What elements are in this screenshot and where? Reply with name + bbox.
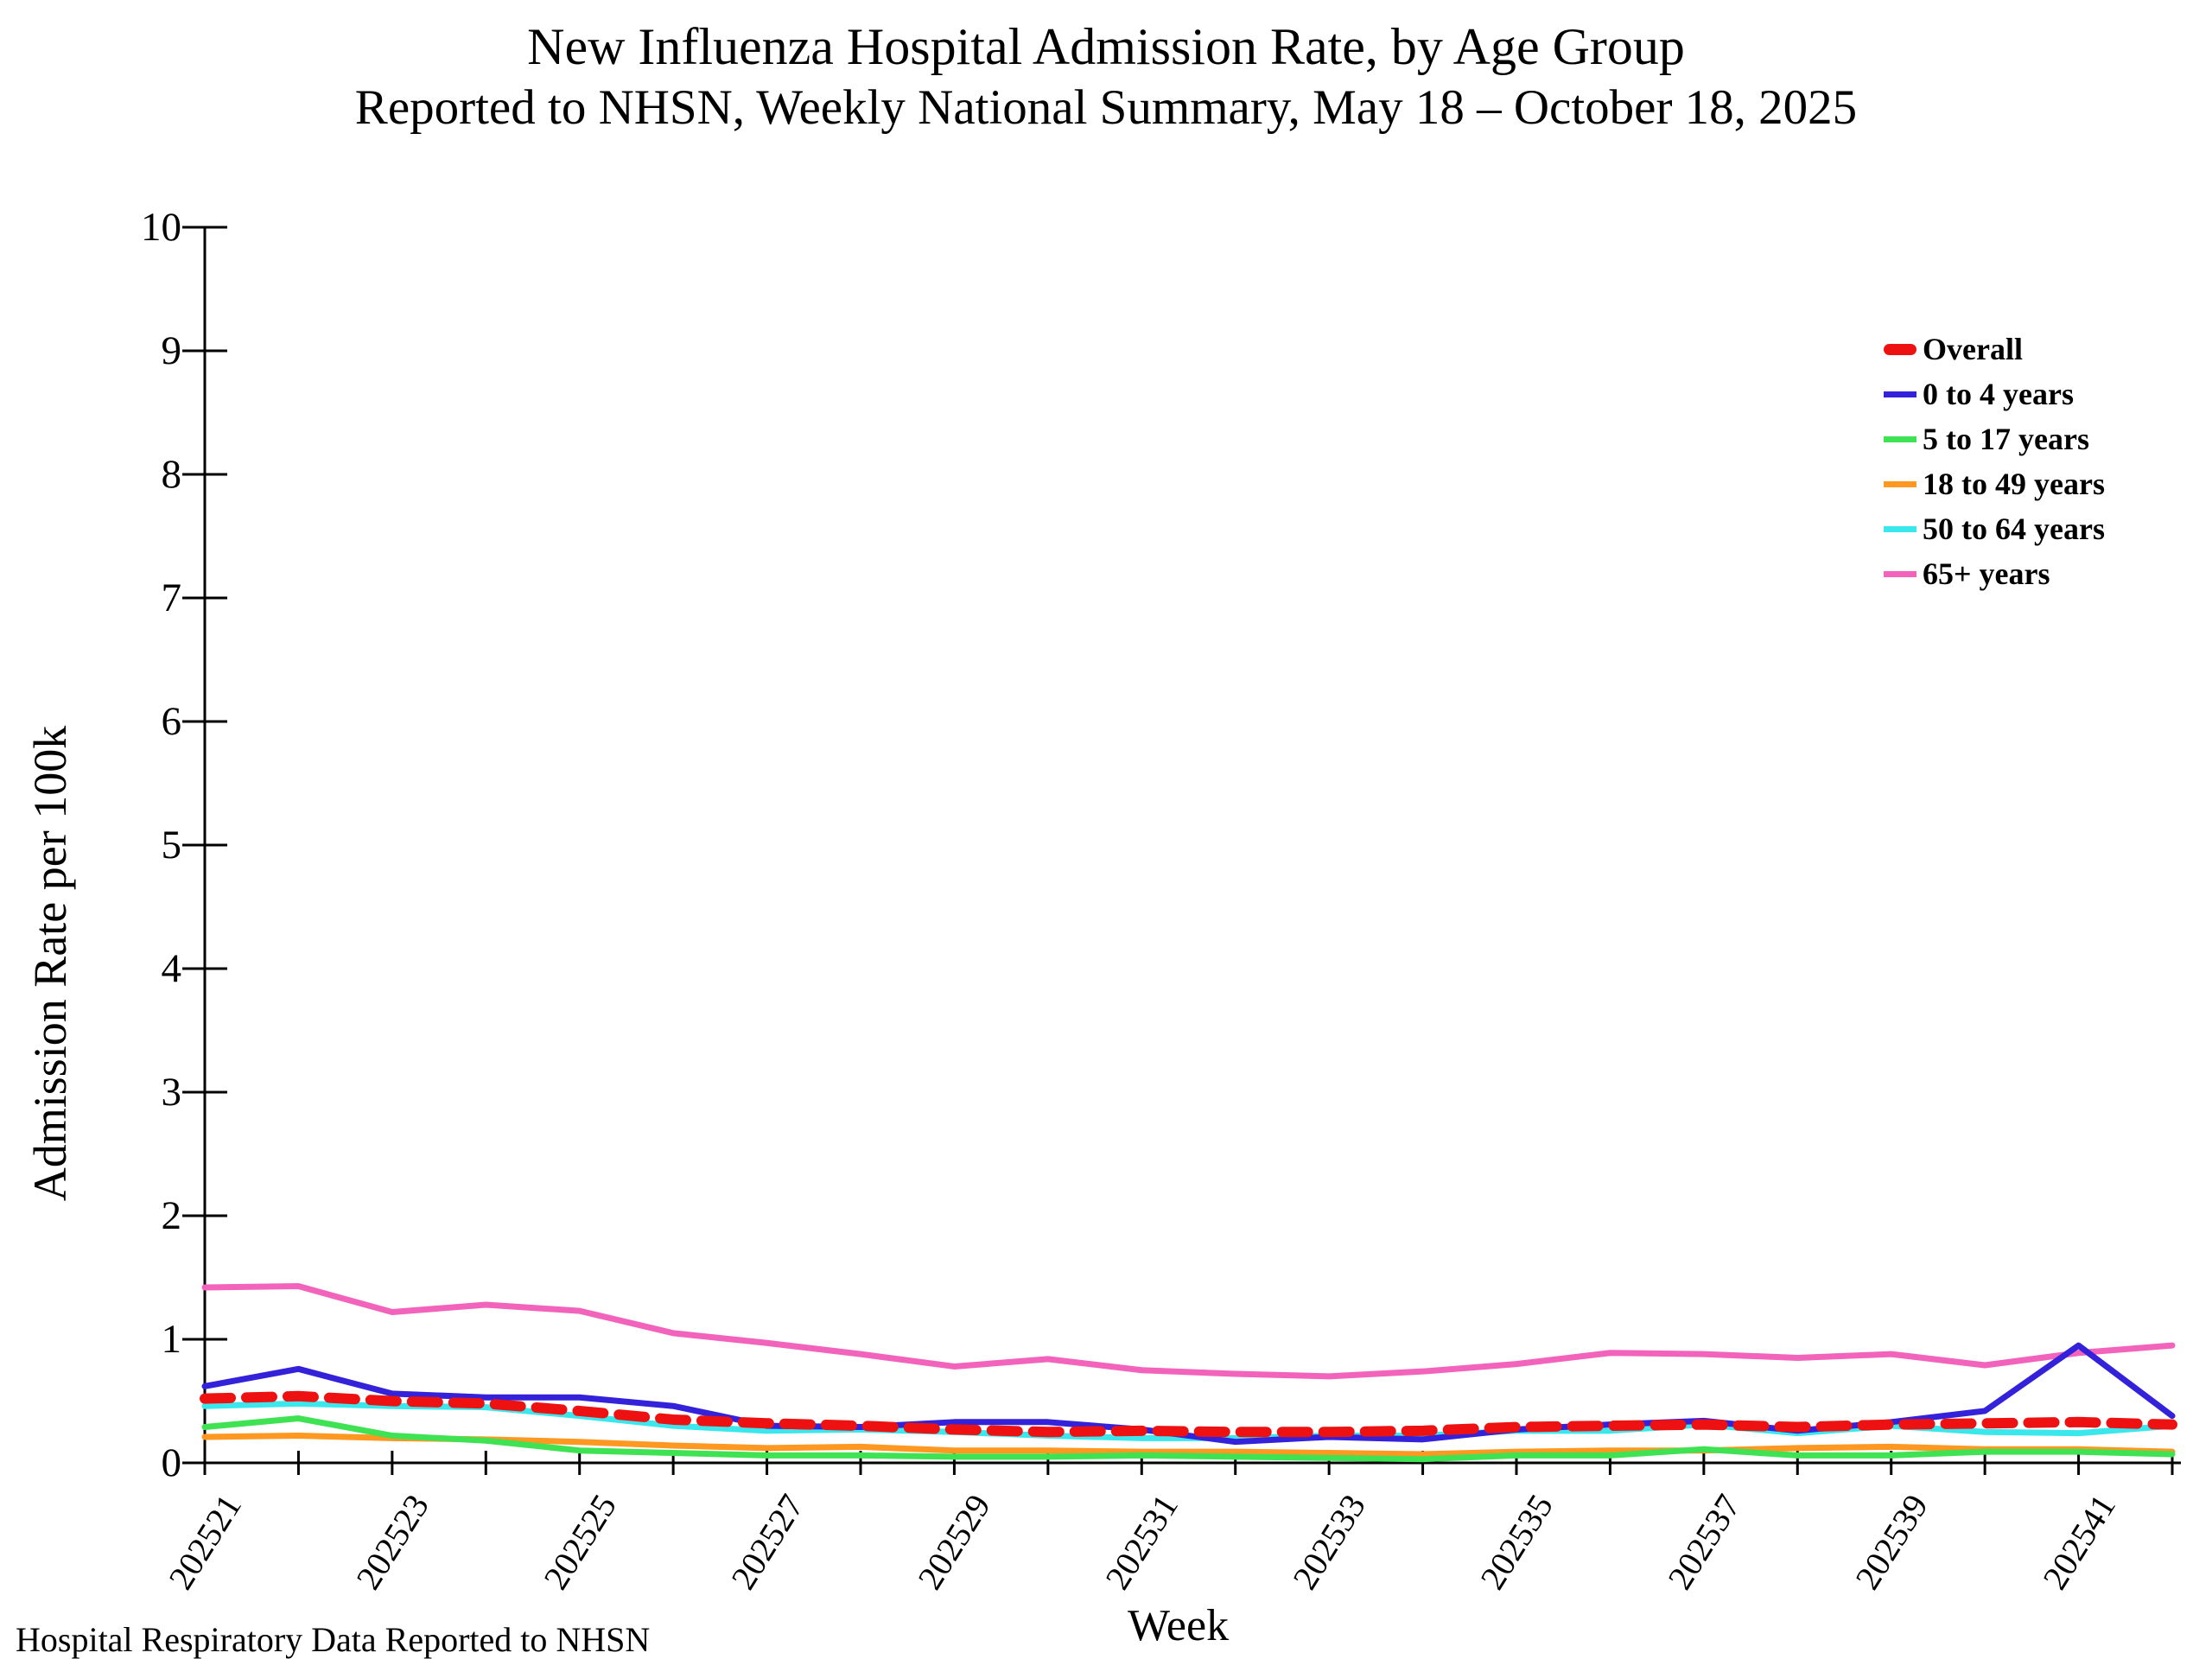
y-tick-label: 3	[161, 1070, 182, 1115]
footer-note: Hospital Respiratory Data Reported to NH…	[16, 1620, 651, 1659]
series-line-18-to-49-years	[201, 1433, 2176, 1458]
y-tick-label: 8	[161, 452, 182, 497]
chart-title: New Influenza Hospital Admission Rate, b…	[527, 18, 1685, 75]
series-line-65-years	[201, 1283, 2176, 1380]
legend-label: 50 to 64 years	[1923, 512, 2105, 546]
legend-swatch	[1884, 480, 1916, 487]
y-tick-label: 5	[161, 823, 182, 868]
y-tick-label: 0	[161, 1440, 182, 1485]
legend-label: Overall	[1923, 332, 2023, 366]
y-tick-label: 9	[161, 328, 182, 373]
legend-swatch	[1884, 570, 1916, 577]
legend-item: 65+ years	[1884, 551, 2105, 596]
series-line-overall	[200, 1390, 2177, 1438]
y-tick-label: 6	[161, 699, 182, 744]
chart-subtitle: Reported to NHSN, Weekly National Summar…	[354, 80, 1858, 135]
legend-label: 65+ years	[1923, 556, 2050, 591]
y-tick-label: 10	[141, 205, 181, 250]
legend-swatch	[1884, 343, 1916, 355]
y-tick-label: 7	[161, 575, 182, 620]
legend-label: 0 to 4 years	[1923, 377, 2074, 411]
legend-label: 18 to 49 years	[1923, 467, 2105, 501]
legend-swatch	[1884, 435, 1916, 442]
x-axis-title: Week	[1128, 1601, 1230, 1650]
legend-item: 5 to 17 years	[1884, 416, 2105, 461]
legend-label: 5 to 17 years	[1923, 422, 2089, 456]
y-tick-label: 4	[161, 946, 182, 991]
legend-item: 50 to 64 years	[1884, 506, 2105, 551]
legend: Overall 0 to 4 years 5 to 17 years 18 to 49…	[1884, 327, 2105, 596]
legend-swatch	[1884, 525, 1916, 532]
legend-item: 0 to 4 years	[1884, 372, 2105, 416]
legend-item: Overall	[1884, 327, 2105, 372]
y-tick-label: 1	[161, 1317, 182, 1362]
y-tick-label: 2	[161, 1193, 182, 1238]
series-line-5-to-17-years	[201, 1415, 2176, 1463]
legend-swatch	[1884, 391, 1916, 397]
legend-item: 18 to 49 years	[1884, 461, 2105, 506]
